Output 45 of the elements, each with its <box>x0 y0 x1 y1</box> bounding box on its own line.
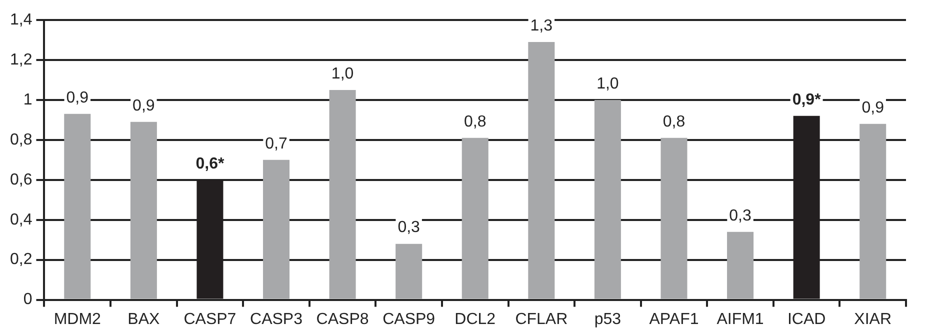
data-label: 1,0 <box>331 65 354 82</box>
data-label: 0,3 <box>729 207 752 224</box>
data-label: 0,6* <box>196 155 225 172</box>
data-label: 0,3 <box>398 219 420 236</box>
bar <box>329 90 356 299</box>
y-tick-label: 0,2 <box>10 251 32 268</box>
x-tick-label: CASP7 <box>184 310 236 328</box>
x-tick-label: AIFM1 <box>716 310 764 328</box>
data-label: 0,8 <box>662 113 686 130</box>
data-label: 0,9 <box>132 97 155 114</box>
x-tick-label: CASP8 <box>316 310 369 328</box>
y-tick-label: 1,2 <box>10 51 32 68</box>
bar <box>262 160 290 299</box>
x-tick-label: BAX <box>128 310 160 328</box>
bar <box>130 122 157 299</box>
x-tick-label: p53 <box>594 310 622 328</box>
y-tick-label: 0,6 <box>10 171 32 188</box>
data-label: 0,9 <box>66 89 89 106</box>
x-tick-label: MDM2 <box>54 310 102 328</box>
bar <box>860 124 886 299</box>
bar <box>727 232 754 299</box>
y-tick-label: 0,8 <box>10 131 32 148</box>
y-tick-label: 0 <box>23 291 32 308</box>
y-tick-label: 0,4 <box>10 211 32 228</box>
x-tick-label: DCL2 <box>454 310 496 328</box>
y-tick-label: 1 <box>23 91 32 108</box>
data-label: 0,7 <box>265 135 288 152</box>
x-tick-label: APAF1 <box>649 310 699 328</box>
bar <box>396 244 422 299</box>
data-label: 1,0 <box>596 75 619 92</box>
bar <box>462 138 488 299</box>
x-tick-label: XIAR <box>854 310 892 328</box>
bar <box>660 138 688 299</box>
x-tick-label: ICAD <box>787 310 826 328</box>
bar <box>64 114 91 299</box>
bar <box>528 42 555 299</box>
x-tick-label: CFLAR <box>515 310 568 328</box>
data-label: 0,9 <box>862 99 884 116</box>
bar <box>594 100 621 299</box>
y-tick-label: 1,4 <box>10 11 32 28</box>
x-tick-label: CASP9 <box>382 310 436 328</box>
data-label: 1,3 <box>530 17 553 34</box>
x-tick-label: CASP3 <box>250 310 303 328</box>
data-label: 0,8 <box>464 113 486 130</box>
data-label: 0,9* <box>792 91 822 108</box>
